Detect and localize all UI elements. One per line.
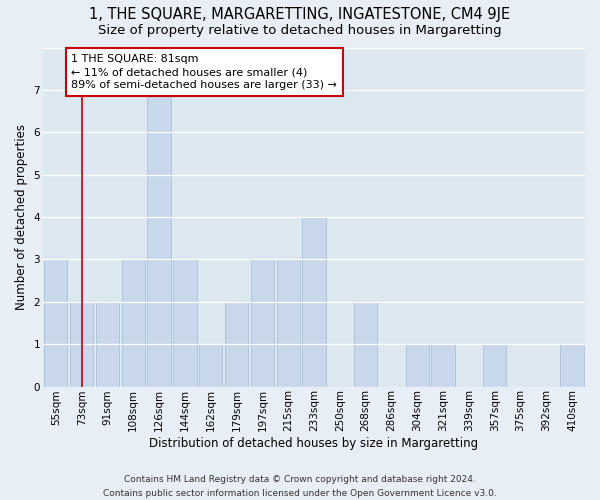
Bar (199, 344, 223, 387)
X-axis label: Distribution of detached houses by size in Margaretting: Distribution of detached houses by size … (149, 437, 479, 450)
Bar (431, 344, 455, 387)
Bar (354, 302, 377, 386)
Bar (173, 260, 197, 386)
Bar (302, 217, 326, 386)
Bar (560, 344, 584, 387)
Text: 1 THE SQUARE: 81sqm
← 11% of detached houses are smaller (4)
89% of semi-detache: 1 THE SQUARE: 81sqm ← 11% of detached ho… (71, 54, 337, 90)
Bar (483, 344, 506, 387)
Text: Size of property relative to detached houses in Margaretting: Size of property relative to detached ho… (98, 24, 502, 37)
Bar (122, 260, 145, 386)
Bar (225, 302, 248, 386)
Bar (251, 260, 274, 386)
Text: Contains HM Land Registry data © Crown copyright and database right 2024.
Contai: Contains HM Land Registry data © Crown c… (103, 476, 497, 498)
Text: 1, THE SQUARE, MARGARETTING, INGATESTONE, CM4 9JE: 1, THE SQUARE, MARGARETTING, INGATESTONE… (89, 8, 511, 22)
Bar (277, 260, 300, 386)
Bar (406, 344, 429, 387)
Bar (44, 260, 67, 386)
Bar (96, 302, 119, 386)
Y-axis label: Number of detached properties: Number of detached properties (15, 124, 28, 310)
Bar (148, 90, 171, 386)
Bar (70, 302, 93, 386)
